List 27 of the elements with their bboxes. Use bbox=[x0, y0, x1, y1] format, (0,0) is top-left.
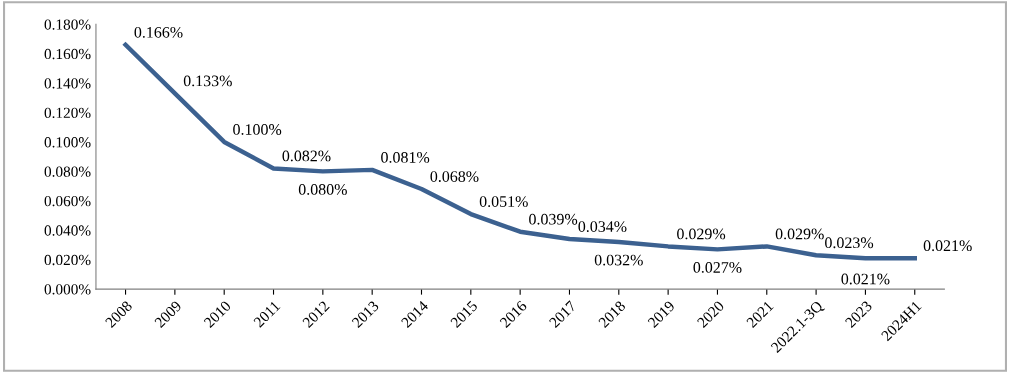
data-label: 0.023% bbox=[825, 237, 874, 249]
y-tick-label: 0.100% bbox=[44, 137, 91, 148]
y-tick-label: 0.160% bbox=[44, 48, 91, 60]
data-label: 0.021% bbox=[841, 273, 890, 285]
data-label: 0.021% bbox=[923, 240, 972, 252]
data-label: 0.032% bbox=[594, 254, 643, 266]
data-label: 0.081% bbox=[381, 152, 430, 163]
data-label: 0.082% bbox=[282, 150, 331, 162]
data-label: 0.039% bbox=[529, 213, 578, 225]
y-tick-label: 0.060% bbox=[44, 195, 91, 207]
y-tick-label: 0.180% bbox=[44, 19, 91, 30]
data-label: 0.027% bbox=[693, 262, 742, 273]
data-label: 0.080% bbox=[298, 184, 347, 195]
y-tick-label: 0.020% bbox=[44, 254, 91, 266]
y-tick-label: 0.140% bbox=[44, 78, 91, 89]
data-label: 0.166% bbox=[134, 26, 183, 38]
data-label: 0.029% bbox=[775, 228, 824, 240]
y-tick-label: 0.120% bbox=[44, 107, 91, 119]
data-label: 0.051% bbox=[479, 196, 528, 207]
data-label: 0.068% bbox=[430, 171, 479, 182]
y-tick-label: 0.080% bbox=[44, 166, 91, 177]
data-label: 0.133% bbox=[183, 75, 232, 87]
data-label: 0.029% bbox=[677, 228, 726, 240]
data-label: 0.100% bbox=[233, 124, 282, 135]
y-tick-label: 0.040% bbox=[44, 225, 91, 236]
data-label: 0.034% bbox=[578, 221, 627, 233]
y-tick-label: 0.000% bbox=[44, 284, 91, 295]
